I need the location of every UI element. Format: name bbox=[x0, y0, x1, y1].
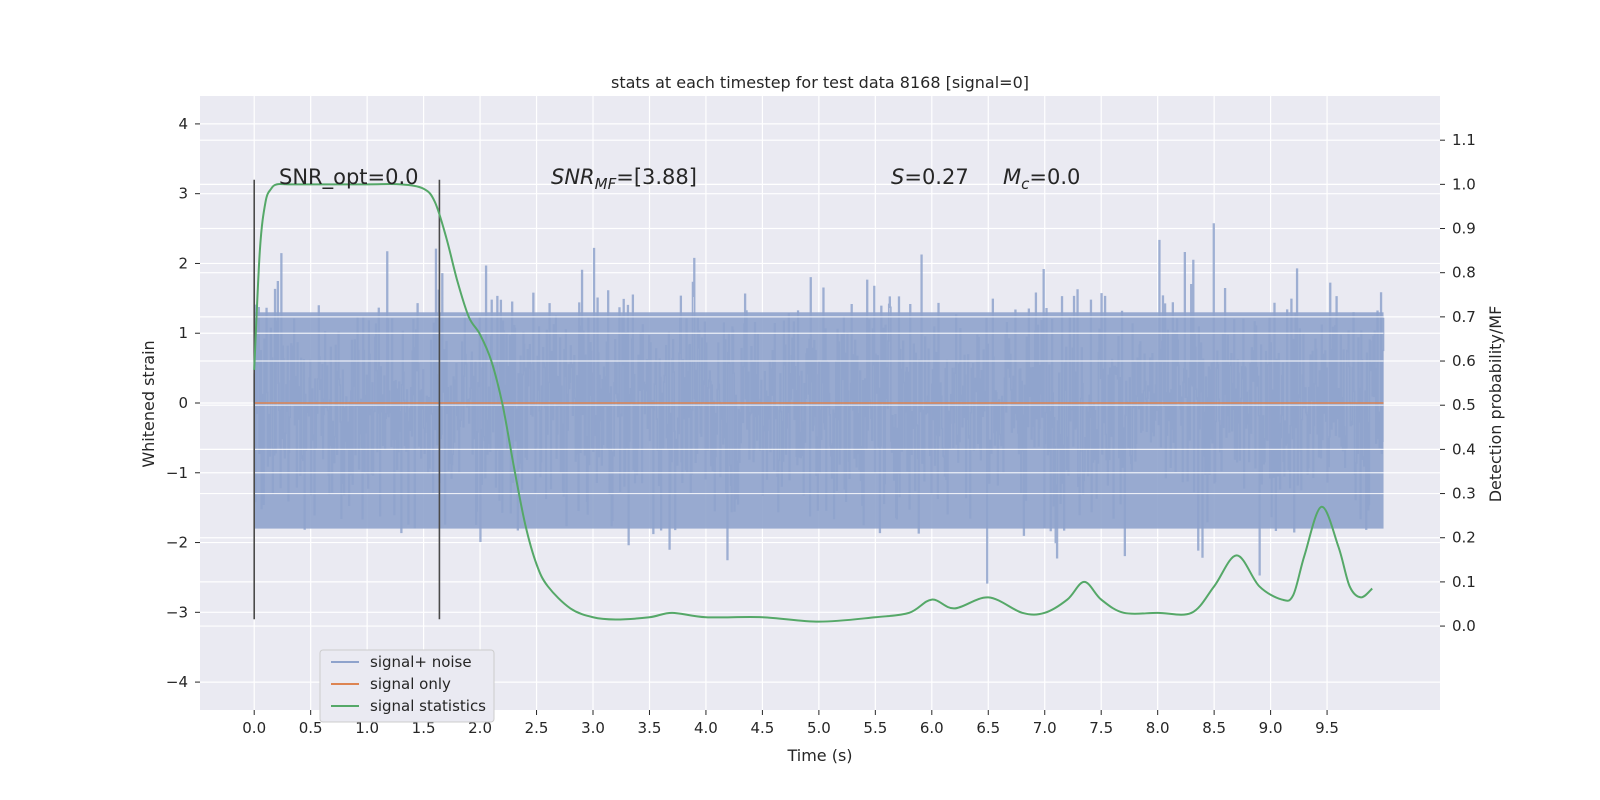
mc-sub: c bbox=[1021, 175, 1030, 193]
legend-label-noise: signal+ noise bbox=[370, 653, 472, 671]
y-tick-label: −2 bbox=[166, 534, 188, 552]
x-tick-label: 7.0 bbox=[1033, 719, 1057, 737]
snr-mf-value: =[3.88] bbox=[616, 165, 697, 189]
x-tick-label: 5.0 bbox=[807, 719, 831, 737]
y-tick-label: 3 bbox=[178, 185, 188, 203]
chart-title: stats at each timestep for test data 816… bbox=[611, 73, 1029, 92]
s-main: S bbox=[891, 165, 904, 189]
annotation-snr-mf: SNRMF=[3.88] bbox=[551, 165, 697, 193]
legend-label-signal-only: signal only bbox=[370, 675, 451, 693]
x-tick-label: 5.5 bbox=[863, 719, 887, 737]
x-tick-label: 2.0 bbox=[468, 719, 492, 737]
right-y-tick-label: 0.7 bbox=[1452, 308, 1476, 326]
right-y-tick-labels: 1.1 1.0 0.9 0.8 0.7 0.6 0.5 0.4 0.3 0.2 0.1 0.0 bbox=[1440, 131, 1476, 635]
y-tick-label: 4 bbox=[178, 115, 188, 133]
x-tick-label: 4.0 bbox=[694, 719, 718, 737]
right-y-tick-label: 0.6 bbox=[1452, 352, 1476, 370]
y-tick-label: 1 bbox=[178, 324, 188, 342]
noise-dense-band bbox=[254, 312, 1384, 529]
right-y-tick-label: 0.4 bbox=[1452, 440, 1476, 458]
x-tick-label: 3.0 bbox=[581, 719, 605, 737]
x-tick-label: 7.5 bbox=[1089, 719, 1113, 737]
right-y-tick-label: 0.5 bbox=[1452, 396, 1476, 414]
snr-mf-main: SNR bbox=[551, 165, 595, 189]
annotation-mc: Mc=0.0 bbox=[1003, 165, 1080, 193]
right-y-tick-label: 0.3 bbox=[1452, 485, 1476, 503]
right-y-tick-label: 1.0 bbox=[1452, 175, 1476, 193]
x-tick-label: 6.5 bbox=[976, 719, 1000, 737]
y-tick-label: −3 bbox=[166, 603, 188, 621]
right-y-axis-label: Detection probability/MF bbox=[1486, 306, 1505, 503]
vertical-markers bbox=[253, 179, 441, 620]
y-tick-label: −4 bbox=[166, 673, 188, 691]
y-tick-label: 2 bbox=[178, 254, 188, 272]
mc-value: =0.0 bbox=[1029, 165, 1080, 189]
x-axis-label: Time (s) bbox=[786, 746, 852, 765]
annotation-s: S=0.27 bbox=[891, 165, 969, 189]
x-tick-label: 9.5 bbox=[1315, 719, 1339, 737]
y-axis-label: Whitened strain bbox=[139, 340, 158, 467]
legend-box bbox=[319, 649, 495, 723]
x-tick-label: 6.0 bbox=[920, 719, 944, 737]
y-tick-labels: 4 3 2 1 0 −1 −2 −3 −4 bbox=[166, 115, 200, 691]
y-tick-label: −1 bbox=[166, 464, 188, 482]
mc-main: M bbox=[1003, 165, 1021, 189]
annotation-snr-opt: SNR_opt=0.0 bbox=[279, 165, 419, 190]
x-tick-label: 4.5 bbox=[750, 719, 774, 737]
x-tick-labels: 0.0 0.5 1.0 1.5 2.0 2.5 3.0 3.5 4.0 4.5 5.0 5.5 6.0 6… bbox=[242, 710, 1339, 737]
right-y-tick-label: 0.0 bbox=[1452, 617, 1476, 635]
right-y-tick-label: 0.8 bbox=[1452, 264, 1476, 282]
s-value: =0.27 bbox=[904, 165, 968, 189]
right-y-tick-label: 1.1 bbox=[1452, 131, 1476, 149]
x-tick-label: 9.0 bbox=[1259, 719, 1283, 737]
legend-label-statistics: signal statistics bbox=[370, 697, 486, 715]
noise-series bbox=[253, 223, 1385, 584]
legend: signal+ noise signal only signal statist… bbox=[319, 649, 495, 723]
snr-mf-sub: MF bbox=[595, 175, 617, 193]
x-tick-label: 8.5 bbox=[1202, 719, 1226, 737]
x-tick-label: 1.0 bbox=[355, 719, 379, 737]
right-y-tick-label: 0.2 bbox=[1452, 529, 1476, 547]
x-tick-label: 3.5 bbox=[638, 719, 662, 737]
right-y-tick-label: 0.9 bbox=[1452, 220, 1476, 238]
x-tick-label: 0.5 bbox=[299, 719, 323, 737]
x-tick-label: 2.5 bbox=[525, 719, 549, 737]
y-tick-label: 0 bbox=[178, 394, 188, 412]
signal-statistics-line bbox=[253, 183, 1373, 623]
x-tick-label: 0.0 bbox=[242, 719, 266, 737]
right-y-tick-label: 0.1 bbox=[1452, 573, 1476, 591]
x-tick-label: 1.5 bbox=[412, 719, 436, 737]
x-tick-label: 8.0 bbox=[1146, 719, 1170, 737]
